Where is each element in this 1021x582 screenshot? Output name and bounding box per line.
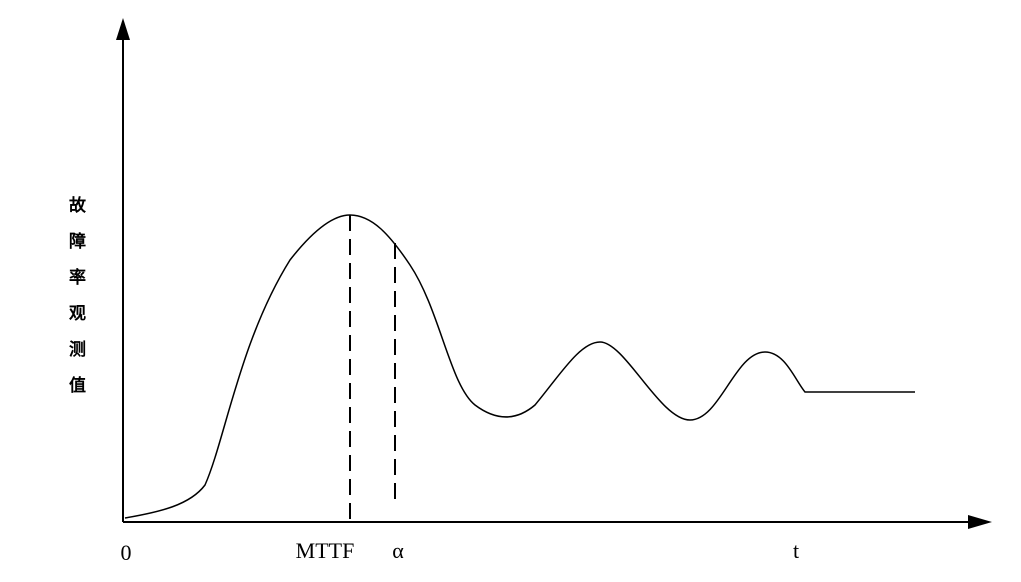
alpha-label: α [392, 538, 404, 563]
y-axis-label: 故障率观测值 [65, 196, 85, 412]
x-axis-arrow [968, 515, 992, 529]
failure-rate-curve [124, 214, 915, 519]
y-axis-arrow [116, 18, 130, 40]
origin-label: 0 [121, 540, 132, 565]
mttf-label: MTTF [296, 538, 355, 563]
t-label: t [793, 538, 799, 563]
